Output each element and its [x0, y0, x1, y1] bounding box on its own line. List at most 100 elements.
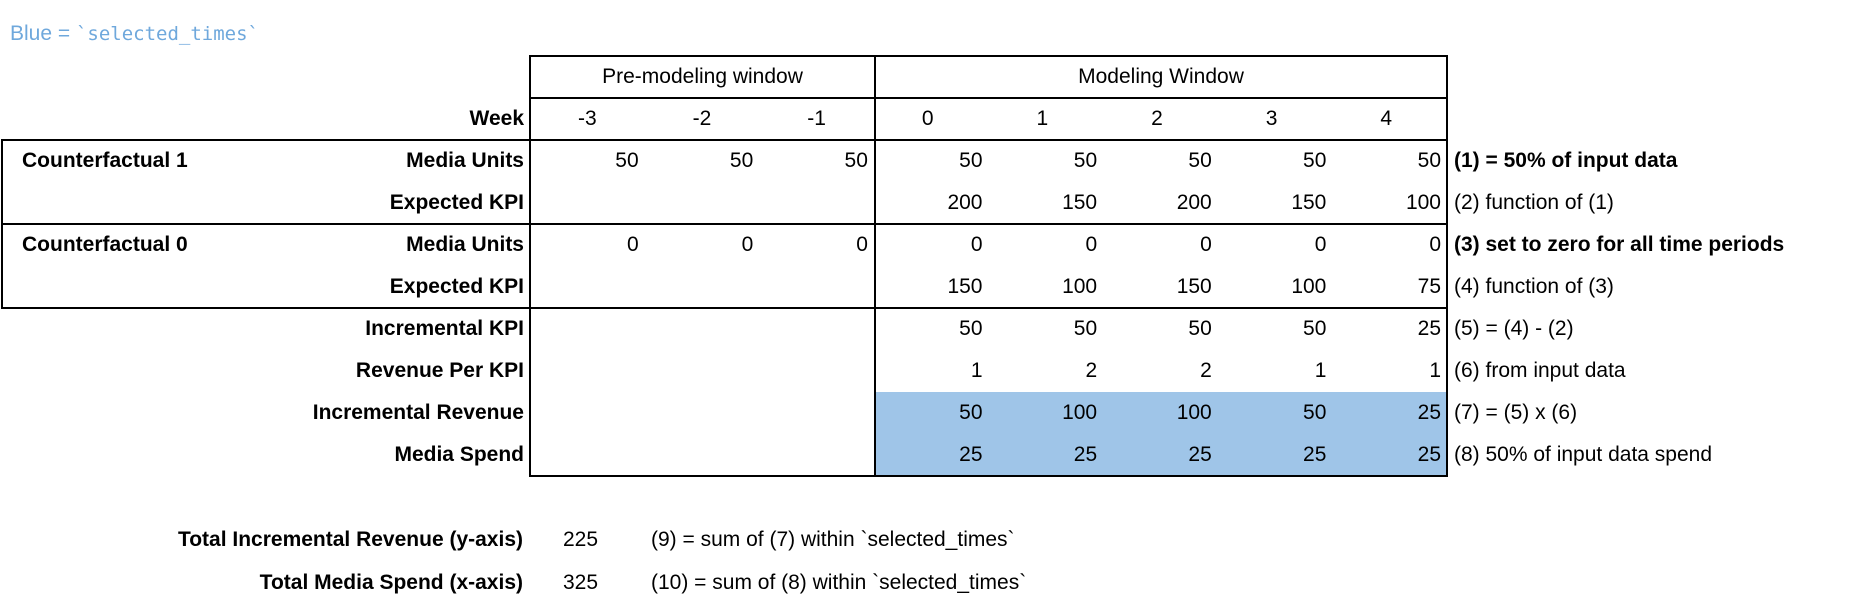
value-cell: 150	[947, 275, 983, 298]
value-cell	[759, 392, 868, 434]
value-cell: 25	[1188, 443, 1212, 466]
grid-line	[2, 139, 1448, 141]
row-label: Incremental Revenue	[312, 401, 524, 424]
value-cell: 0	[1314, 233, 1327, 256]
grid-line	[530, 97, 1448, 99]
value-cell: 0	[970, 233, 983, 256]
value-cell: 50	[959, 317, 983, 340]
value-cell: 50	[1188, 317, 1212, 340]
value-cell	[759, 182, 868, 224]
value-cell: 50	[615, 149, 639, 172]
row-note: (8) 50% of input data spend	[1454, 443, 1713, 466]
week-header: -2	[692, 107, 712, 130]
value-cell	[759, 434, 868, 476]
value-cell	[759, 308, 868, 350]
value-cell	[530, 308, 639, 350]
value-cell: 100	[1176, 401, 1212, 424]
value-cell: 50	[1073, 149, 1098, 172]
value-cell: 0	[1085, 233, 1098, 256]
value-cell: 50	[1073, 317, 1098, 340]
pre-window-header: Pre-modeling window	[602, 65, 803, 88]
value-cell: 100	[1405, 191, 1441, 214]
value-cell: 25	[1417, 401, 1441, 424]
value-cell	[645, 308, 754, 350]
total-note: (9) = sum of (7) within `selected_times`	[651, 528, 1015, 551]
value-cell: 1	[970, 359, 983, 382]
grid-line	[2, 223, 1448, 225]
row-label: Expected KPI	[389, 191, 524, 214]
week-header: 4	[1380, 107, 1393, 130]
value-cell: 0	[626, 233, 639, 256]
modeling-window-header: Modeling Window	[1078, 65, 1244, 88]
value-cell	[645, 392, 754, 434]
value-cell: 25	[1073, 443, 1098, 466]
value-cell: 50	[729, 149, 754, 172]
highlight-fill	[875, 392, 1447, 434]
week-header: 1	[1036, 107, 1049, 130]
value-cell: 50	[1188, 149, 1212, 172]
row-label: Incremental KPI	[365, 317, 524, 340]
week-header: -3	[578, 107, 597, 130]
row-note: (1) = 50% of input data	[1454, 149, 1678, 172]
row-label: Expected KPI	[389, 275, 524, 298]
total-label: Total Incremental Revenue (y-axis)	[177, 528, 523, 551]
value-cell: 100	[1062, 401, 1098, 424]
row-note: (4) function of (3)	[1454, 275, 1614, 298]
total-label: Total Media Spend (x-axis)	[259, 571, 523, 594]
legend-prefix: Blue =	[10, 22, 76, 45]
value-cell	[530, 392, 639, 434]
value-cell: 50	[844, 149, 868, 172]
value-cell: 200	[1176, 191, 1212, 214]
week-header: -1	[807, 107, 826, 130]
week-label: Week	[469, 107, 524, 130]
value-cell	[530, 350, 639, 392]
grid-line	[530, 55, 1448, 57]
value-cell: 150	[1062, 191, 1098, 214]
value-cell: 1	[1314, 359, 1327, 382]
row-note: (5) = (4) - (2)	[1454, 317, 1574, 340]
row-label: Media Spend	[394, 443, 524, 466]
value-cell: 50	[1303, 149, 1327, 172]
value-cell: 200	[947, 191, 983, 214]
value-cell: 0	[856, 233, 868, 256]
value-cell: 75	[1417, 275, 1441, 298]
row-note: (6) from input data	[1454, 359, 1626, 382]
value-cell	[645, 434, 754, 476]
value-cell: 25	[959, 443, 983, 466]
week-header: 2	[1151, 107, 1163, 130]
value-cell: 100	[1291, 275, 1327, 298]
group-label: Counterfactual 0	[22, 233, 188, 256]
value-cell: 50	[1303, 317, 1327, 340]
grid-line	[874, 55, 876, 477]
value-cell: 25	[1303, 443, 1327, 466]
value-cell: 0	[1429, 233, 1441, 256]
value-cell: 150	[1176, 275, 1212, 298]
value-cell	[530, 182, 639, 224]
row-note: (2) function of (1)	[1454, 191, 1614, 214]
value-cell: 25	[1417, 317, 1441, 340]
value-cell: 150	[1291, 191, 1327, 214]
value-cell	[645, 350, 754, 392]
grid-line	[1446, 55, 1448, 477]
week-header: 3	[1265, 107, 1278, 130]
row-label: Revenue Per KPI	[355, 359, 524, 382]
value-cell: 2	[1200, 359, 1212, 382]
row-note: (3) set to zero for all time periods	[1454, 233, 1785, 256]
legend: Blue = `selected_times`	[10, 22, 259, 46]
value-cell: 100	[1062, 275, 1098, 298]
grid-line	[530, 475, 1448, 477]
value-cell: 25	[1417, 443, 1441, 466]
row-label: Media Units	[406, 149, 524, 172]
value-cell	[645, 182, 754, 224]
value-cell	[530, 434, 639, 476]
row-label: Media Units	[406, 233, 524, 256]
value-cell: 50	[1417, 149, 1441, 172]
value-cell: 0	[1200, 233, 1212, 256]
value-cell: 50	[959, 149, 983, 172]
grid-line	[2, 307, 1448, 309]
row-note: (7) = (5) x (6)	[1454, 401, 1578, 424]
week-header: 0	[921, 107, 934, 130]
group-label: Counterfactual 1	[22, 149, 188, 172]
value-cell	[530, 266, 639, 308]
grid-line	[1, 139, 3, 309]
